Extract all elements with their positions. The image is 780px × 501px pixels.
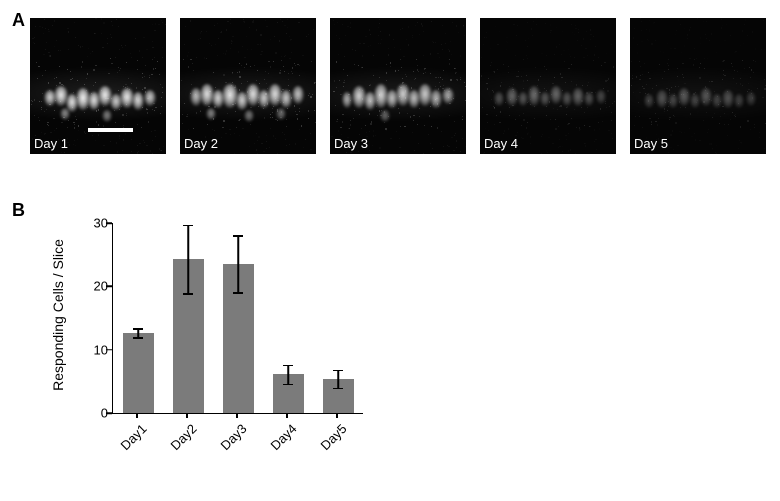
micrograph-day-3: Day 3 [330,18,466,154]
x-tick-mark [336,413,338,418]
panel-a-label: A [12,10,25,31]
micrograph-day-1: Day 1 [30,18,166,154]
bar-day4 [273,374,304,413]
plot-area [112,223,363,414]
x-tick-mark [136,413,138,418]
y-tick-label: 0 [88,406,108,421]
micrograph-caption: Day 2 [184,136,218,151]
micrograph-caption: Day 5 [634,136,668,151]
x-tick-mark [286,413,288,418]
x-tick-label: Day3 [204,421,250,467]
micrograph-day-5: Day 5 [630,18,766,154]
y-tick-mark [106,222,112,224]
panel-b-label: B [12,200,25,221]
figure: A Day 1 Day 2 Day 3 Day 4 Day 5 B Responding… [0,0,780,501]
micrograph-day-4: Day 4 [480,18,616,154]
y-tick-mark [106,286,112,288]
y-tick-label: 10 [88,342,108,357]
x-tick-mark [236,413,238,418]
y-axis-label: Responding Cells / Slice [50,239,66,391]
micrograph-caption: Day 4 [484,136,518,151]
panel-a-strip: Day 1 Day 2 Day 3 Day 4 Day 5 [30,18,770,163]
micrograph-day-2: Day 2 [180,18,316,154]
y-tick-label: 20 [88,279,108,294]
x-tick-label: Day2 [154,421,200,467]
bar-day3 [223,264,254,413]
bar-day5 [323,379,354,413]
x-tick-label: Day5 [304,421,350,467]
scale-bar [88,128,133,132]
y-tick-label: 30 [88,216,108,231]
micrograph-caption: Day 1 [34,136,68,151]
y-tick-mark [106,412,112,414]
micrograph-caption: Day 3 [334,136,368,151]
x-tick-label: Day4 [254,421,300,467]
x-tick-mark [186,413,188,418]
panel-b-chart: Responding Cells / Slice 0102030 Day1Day… [62,215,392,475]
bar-day1 [123,333,154,413]
x-tick-label: Day1 [104,421,150,467]
y-tick-mark [106,349,112,351]
bar-day2 [173,259,204,413]
